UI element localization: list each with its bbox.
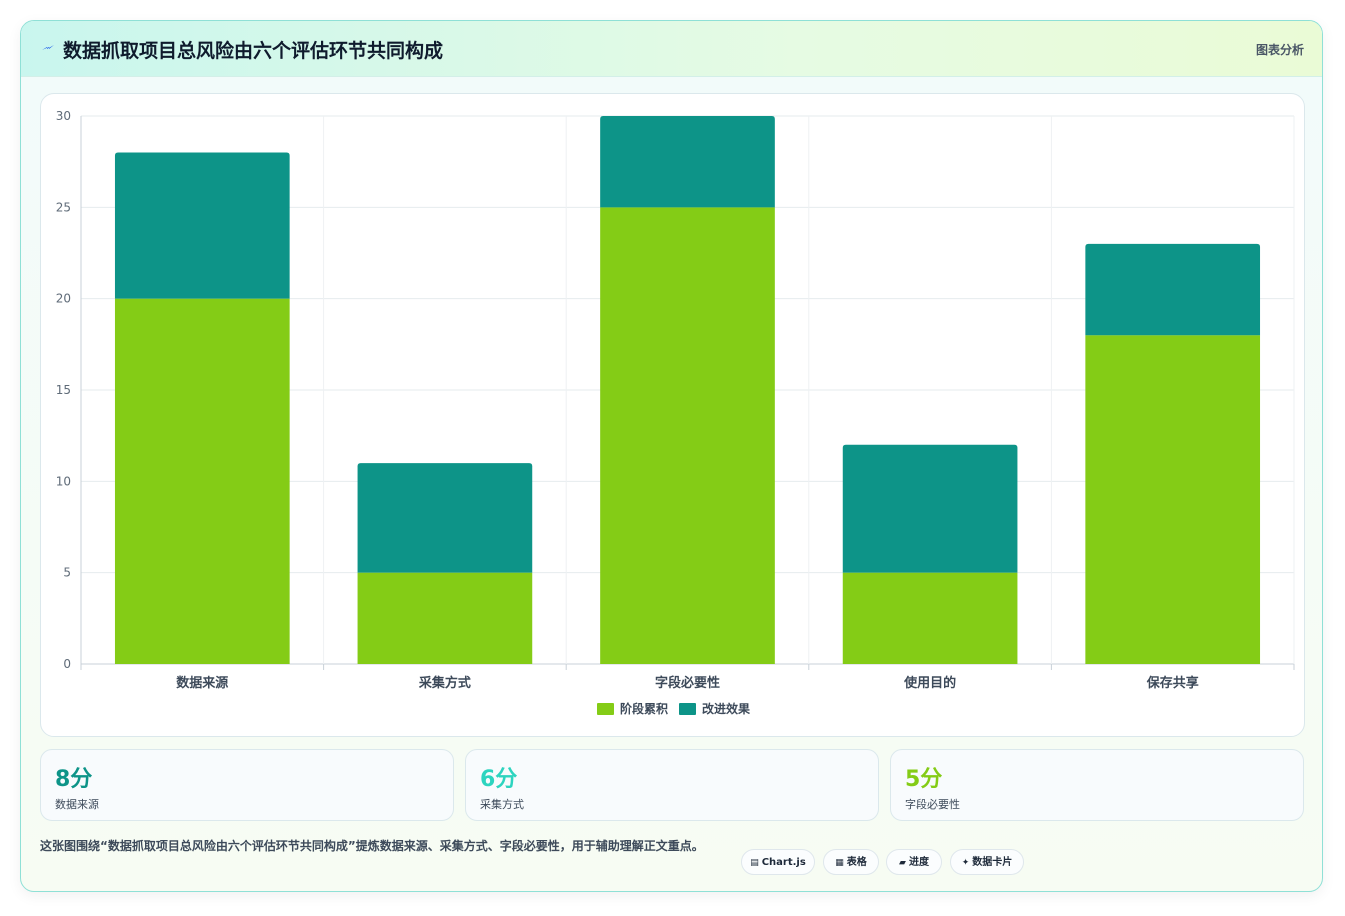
stat-label: 数据来源 [55,798,99,811]
bar-segment [357,572,533,664]
stat-value: 8分 [55,767,93,792]
stat-card-1: 8分 数据来源 [40,749,454,821]
chart-card: 数据抓取项目总风险由六个评估环节共同构成 图表分析 0 5 10 15 20 25 30 数据… [20,20,1323,892]
legend-label: 阶段累积 [620,701,668,716]
y-tick-label: 15 [56,383,71,397]
y-tick-label: 25 [56,200,71,214]
progress-icon: ▰ [899,858,906,868]
bar-segment [1085,335,1261,664]
sparkle-icon: ✦ [961,858,970,868]
stat-card-3: 5分 字段必要性 [890,749,1304,821]
bar-segment [357,463,533,573]
x-tick-label: 字段必要性 [655,675,720,691]
x-tick-label: 使用目的 [903,675,956,691]
card-header: 数据抓取项目总风险由六个评估环节共同构成 图表分析 [21,21,1322,77]
y-tick-label: 30 [56,109,71,123]
y-tick-label: 0 [63,657,71,671]
y-tick-label: 20 [56,292,71,306]
x-tick-label: 采集方式 [418,675,471,691]
stat-label: 字段必要性 [905,798,960,811]
bar-segment [114,298,290,664]
stat-label: 采集方式 [480,798,524,811]
lightning-icon [42,45,54,50]
chart-container: 0 5 10 15 20 25 30 数据来源 采集方式 字段必要性 使用目的 保存共享阶段累积 改进效… [40,93,1305,737]
page-title: 数据抓取项目总风险由六个评估环节共同构成 [63,40,444,62]
legend-label: 改进效果 [702,701,750,716]
bar-segment [600,116,775,208]
legend-swatch [597,703,614,715]
y-tick-label: 10 [56,474,71,488]
bar-segment [842,572,1018,664]
legend-swatch [679,703,696,715]
chart-analysis-tag: 图表分析 [1255,43,1304,57]
bar-segment [842,444,1018,573]
chart-description: 这张图围绕“数据抓取项目总风险由六个评估环节共同构成”提炼数据来源、采集方式、字… [40,839,704,853]
pill-chartjs[interactable]: ▤ Chart.js [741,849,815,875]
pill-progress[interactable]: ▰ 进度 [886,849,942,875]
bar-segment [600,207,775,664]
table-icon: ▦ [835,858,844,868]
stat-card-2: 6分 采集方式 [465,749,879,821]
pill-table[interactable]: ▦ 表格 [823,849,879,875]
pill-data-card[interactable]: ✦ 数据卡片 [950,849,1024,875]
x-tick-label: 保存共享 [1146,675,1199,691]
bar-segment [114,152,290,299]
chart-icon: ▤ [750,858,759,868]
pill-label: 数据卡片 [972,857,1013,868]
x-tick-label: 数据来源 [176,675,228,691]
pill-label: 进度 [908,857,929,868]
bar-segment [1085,243,1261,336]
y-tick-label: 5 [63,566,71,580]
pill-label: Chart.js [761,857,806,868]
stat-value: 6分 [480,767,518,792]
pill-label: 表格 [846,857,867,868]
stat-value: 5分 [905,767,943,792]
